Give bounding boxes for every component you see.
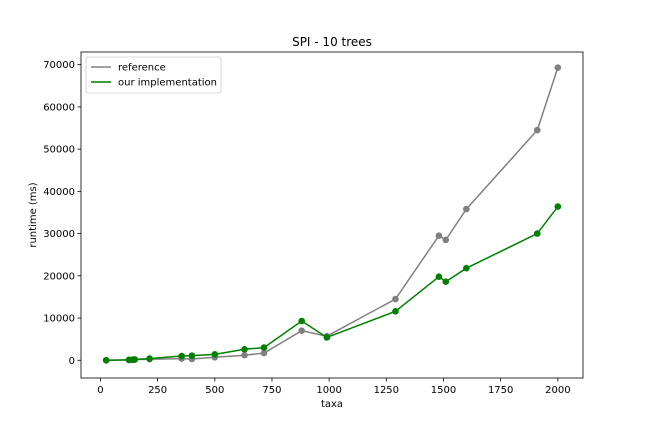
data-point-series-1 [241, 345, 248, 353]
x-tick-label: 1250 [374, 385, 399, 396]
x-tick-label: 2000 [545, 385, 570, 396]
y-tick-label: 0 [69, 356, 75, 367]
data-point-series-1 [178, 352, 185, 360]
y-tick-label: 10000 [43, 314, 75, 325]
data-point-series-1 [131, 356, 139, 363]
data-point-series-0 [392, 295, 399, 303]
data-point-series-1 [554, 203, 562, 210]
y-tick-label: 50000 [43, 145, 75, 156]
data-point-series-1 [188, 352, 196, 359]
x-axis-ticks: 0 250 500 750 1000 1250 1500 1750 2000 [97, 378, 571, 396]
data-point-series-1 [442, 278, 450, 286]
y-tick-label: 60000 [43, 102, 75, 113]
x-tick-label: 1750 [488, 385, 513, 396]
data-point-series-0 [533, 126, 541, 134]
x-tick-label: 500 [205, 385, 224, 396]
data-point-series-1 [298, 317, 305, 325]
data-point-series-1 [392, 307, 399, 315]
legend: reference our implementation [85, 56, 222, 94]
y-tick-label: 20000 [43, 271, 75, 282]
x-tick-label: 1000 [316, 385, 341, 396]
data-point-series-0 [298, 327, 305, 335]
x-tick-label: 250 [148, 385, 167, 396]
data-point-series-1 [435, 273, 443, 280]
chart-title: SPI - 10 trees [292, 35, 372, 49]
data-point-series-1 [211, 351, 219, 358]
legend-box [85, 56, 222, 94]
data-point-series-0 [554, 64, 562, 71]
y-tick-label: 30000 [43, 229, 75, 240]
x-tick-label: 1500 [431, 385, 456, 396]
data-point-series-1 [463, 264, 470, 272]
y-axis-ticks: 0 10000 20000 30000 40000 50000 60000 70000 [43, 60, 81, 367]
series-layer [102, 64, 562, 364]
data-point-series-1 [533, 230, 541, 237]
plot-frame [80, 51, 584, 379]
y-tick-label: 70000 [43, 60, 75, 71]
x-tick-label: 0 [97, 385, 103, 396]
data-point-series-0 [260, 349, 268, 357]
legend-label-0: reference [118, 63, 166, 74]
legend-label-1: our implementation [118, 78, 217, 89]
y-axis-label: runtime (ms) [28, 182, 39, 247]
data-point-series-1 [146, 355, 153, 362]
x-tick-label: 750 [262, 385, 281, 396]
data-point-series-1 [260, 344, 268, 351]
data-point-series-1 [323, 334, 331, 341]
x-axis-label: taxa [321, 399, 343, 410]
data-point-series-0 [463, 205, 470, 213]
y-tick-label: 40000 [43, 187, 75, 198]
data-point-series-0 [435, 232, 443, 239]
data-point-series-0 [241, 351, 248, 359]
plot-background [81, 52, 583, 378]
data-point-series-1 [102, 356, 110, 364]
data-point-series-0 [442, 236, 450, 244]
